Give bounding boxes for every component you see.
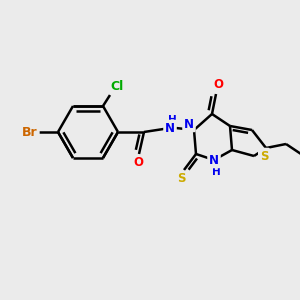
Text: O: O <box>213 79 223 92</box>
Text: N: N <box>165 122 175 134</box>
Text: N: N <box>209 154 219 166</box>
Text: S: S <box>260 149 268 163</box>
Text: O: O <box>133 157 143 169</box>
Text: H: H <box>168 115 176 125</box>
Text: H: H <box>212 167 220 177</box>
Text: Cl: Cl <box>110 80 124 92</box>
Text: S: S <box>177 172 185 185</box>
Text: N: N <box>184 118 194 130</box>
Text: Br: Br <box>22 125 38 139</box>
